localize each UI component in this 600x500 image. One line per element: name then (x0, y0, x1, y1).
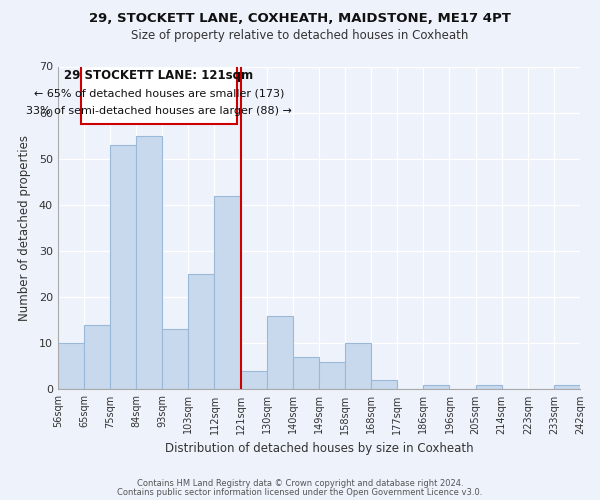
Bar (319, 362, 345, 390)
Bar (554, 385, 580, 390)
X-axis label: Distribution of detached houses by size in Coxheath: Distribution of detached houses by size … (164, 442, 473, 455)
Text: ← 65% of detached houses are smaller (173): ← 65% of detached houses are smaller (17… (34, 88, 284, 99)
Text: 29, STOCKETT LANE, COXHEATH, MAIDSTONE, ME17 4PT: 29, STOCKETT LANE, COXHEATH, MAIDSTONE, … (89, 12, 511, 26)
Bar (188, 274, 214, 390)
Bar (214, 196, 241, 390)
Bar (345, 344, 371, 390)
Text: Contains public sector information licensed under the Open Government Licence v3: Contains public sector information licen… (118, 488, 482, 497)
Text: 29 STOCKETT LANE: 121sqm: 29 STOCKETT LANE: 121sqm (64, 69, 254, 82)
Text: Size of property relative to detached houses in Coxheath: Size of property relative to detached ho… (131, 29, 469, 42)
Bar (136, 136, 162, 390)
Text: Contains HM Land Registry data © Crown copyright and database right 2024.: Contains HM Land Registry data © Crown c… (137, 480, 463, 488)
Text: 33% of semi-detached houses are larger (88) →: 33% of semi-detached houses are larger (… (26, 106, 292, 116)
Bar (110, 145, 136, 390)
FancyBboxPatch shape (82, 64, 236, 124)
Bar (241, 371, 267, 390)
Bar (84, 325, 110, 390)
Bar (58, 344, 84, 390)
Bar (476, 385, 502, 390)
Bar (424, 385, 449, 390)
Bar (267, 316, 293, 390)
Bar (162, 330, 188, 390)
Bar (293, 357, 319, 390)
Bar (371, 380, 397, 390)
Y-axis label: Number of detached properties: Number of detached properties (17, 135, 31, 321)
